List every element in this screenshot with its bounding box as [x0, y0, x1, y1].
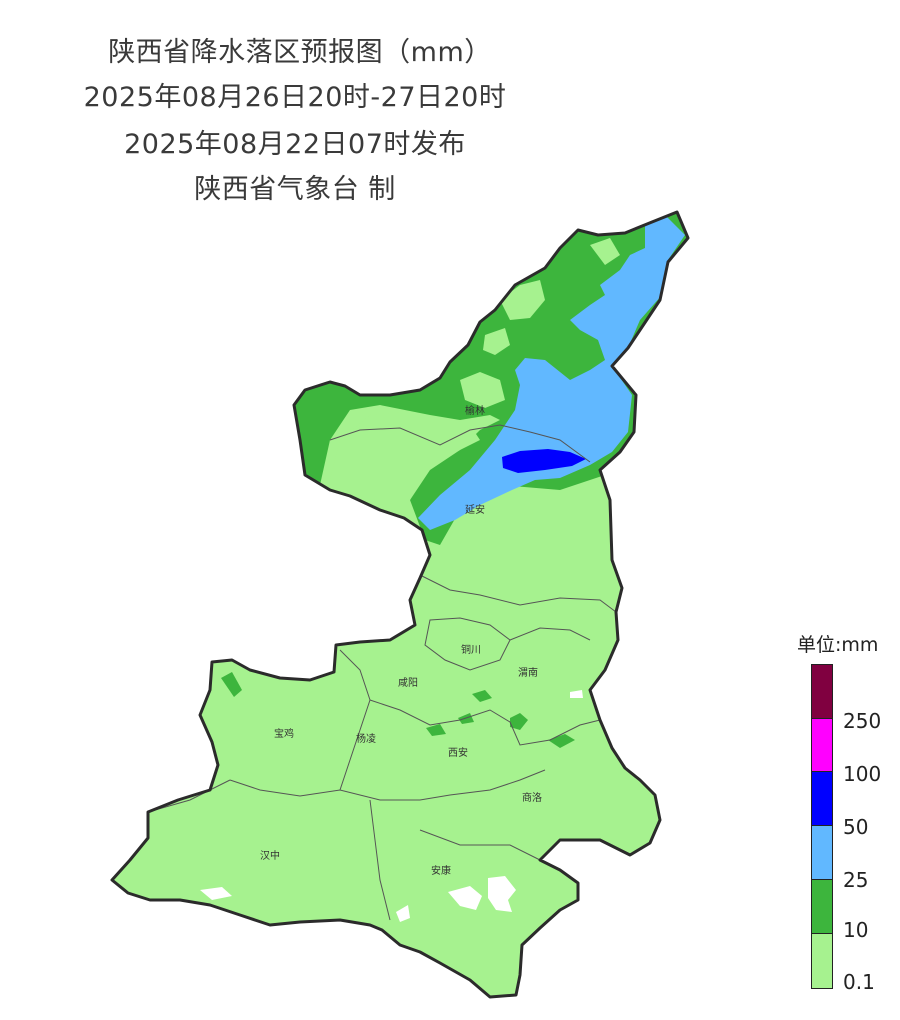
forecast-period: 2025年08月26日20时-27日20时: [83, 82, 507, 113]
legend-swatch-50-100: [811, 771, 833, 826]
map-title: 陕西省降水落区预报图（mm）: [108, 37, 492, 68]
city-label-baoji: 宝鸡: [274, 727, 294, 740]
city-label-weinan: 渭南: [518, 666, 538, 679]
city-label-xianyang: 咸阳: [398, 677, 418, 689]
legend-swatch-100-250: [811, 718, 833, 772]
city-label-ankang: 安康: [431, 864, 451, 877]
legend-swatch-10-25: [811, 879, 833, 934]
legend-tick-25: 25: [843, 868, 869, 892]
city-label-yangling: 杨凌: [356, 732, 376, 745]
legend-swatch-250plus: [811, 664, 833, 719]
legend-tick-10: 10: [843, 918, 869, 942]
legend-swatch-0.1-10: [811, 933, 833, 989]
legend-tick-250: 250: [843, 709, 882, 733]
city-label-tongchuan: 铜川: [461, 644, 481, 656]
city-label-hanzhong: 汉中: [260, 849, 280, 862]
legend-swatch-25-50: [811, 825, 833, 880]
city-label-yanan: 延安: [465, 503, 485, 516]
legend-tick-50: 50: [843, 815, 869, 839]
city-label-shangluo: 商洛: [522, 791, 542, 804]
city-label-yulin: 榆林: [465, 404, 485, 417]
legend-tick-100: 100: [843, 762, 882, 786]
issue-time: 2025年08月22日07时发布: [124, 129, 466, 160]
issuer: 陕西省气象台 制: [194, 174, 396, 205]
legend-tick-0.1: 0.1: [843, 970, 875, 994]
legend-unit-label: 单位:mm: [797, 634, 879, 656]
city-label-xian: 西安: [448, 746, 468, 759]
